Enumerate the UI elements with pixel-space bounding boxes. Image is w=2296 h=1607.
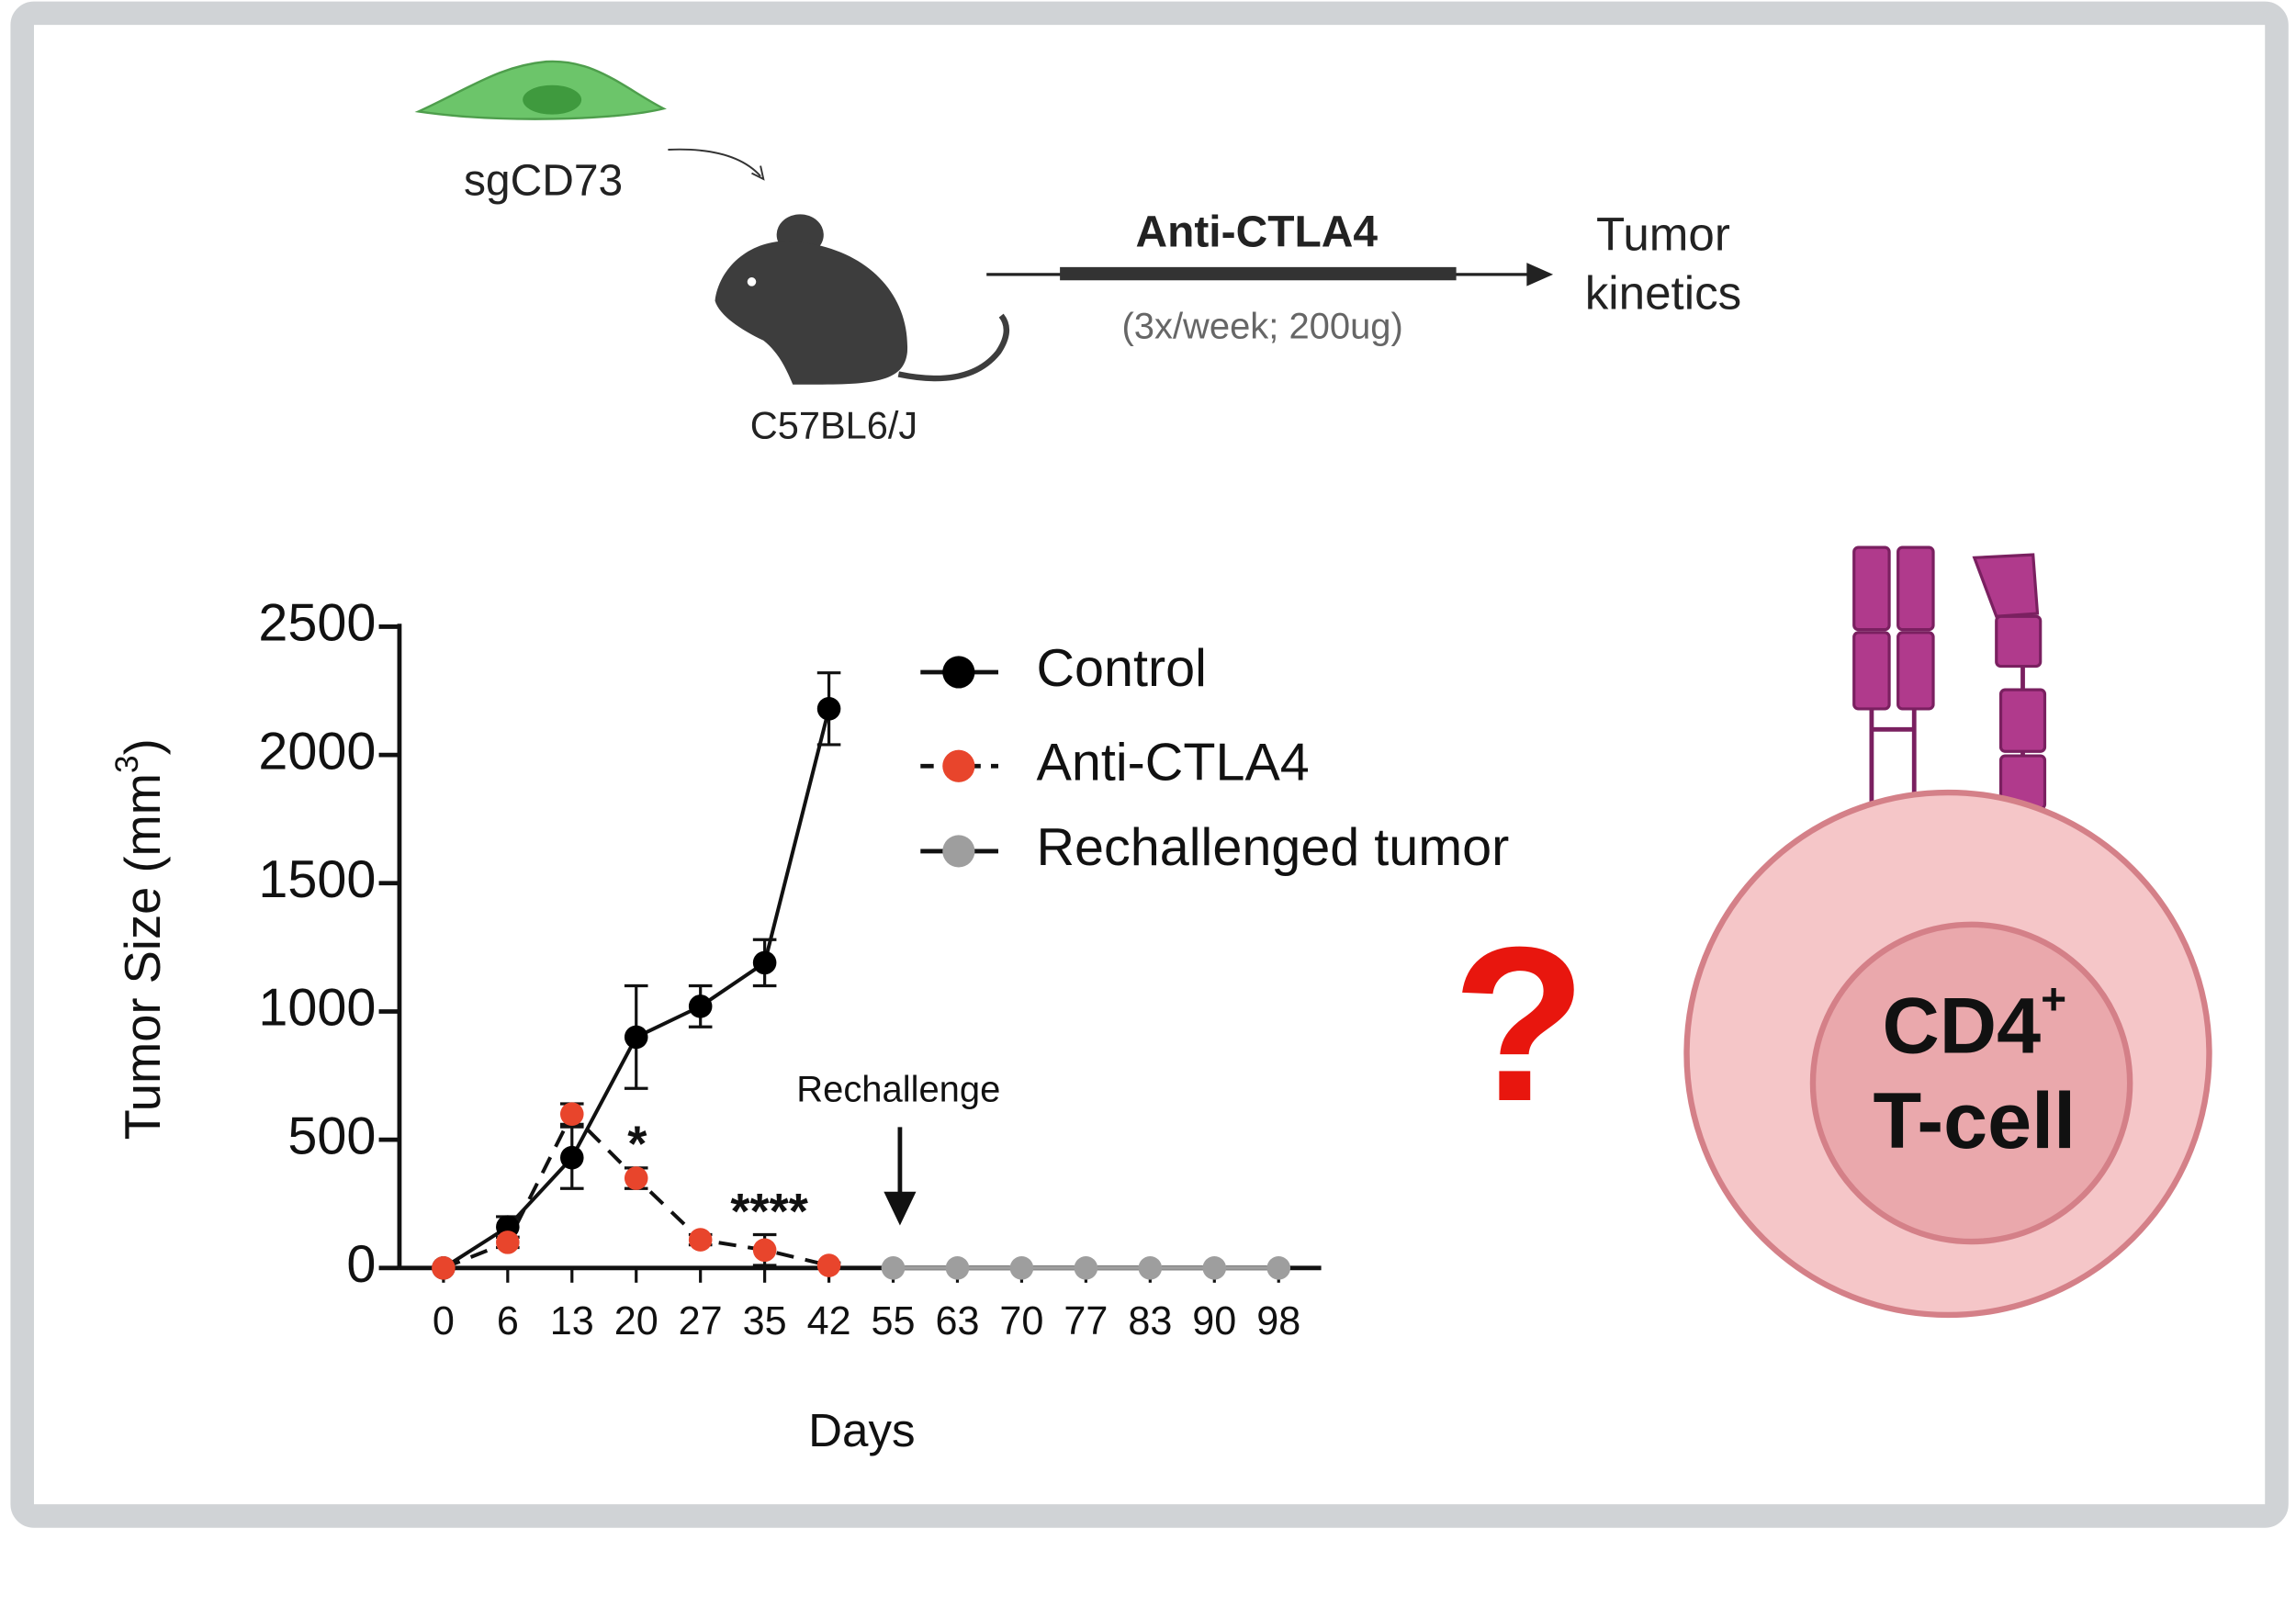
data-point: [559, 1102, 584, 1126]
data-point: [816, 697, 841, 721]
tcell-nucleus: [1809, 921, 2133, 1245]
data-point: [432, 1256, 456, 1280]
data-point: [752, 1238, 777, 1263]
receptors: [1852, 545, 2047, 863]
y-tick-label: 500: [287, 1107, 376, 1165]
x-tick-label: 83: [1128, 1299, 1172, 1343]
data-point: [688, 1228, 713, 1252]
question-mark: ?: [1452, 901, 1586, 1147]
x-tick-label: 98: [1256, 1299, 1300, 1343]
treatment-bar: [1060, 266, 1457, 281]
legend-label: Control: [1037, 639, 1207, 698]
data-point: [1074, 1256, 1098, 1280]
x-tick-label: 6: [497, 1299, 519, 1343]
x-tick-label: 13: [550, 1299, 594, 1343]
annotation: *: [627, 1116, 647, 1172]
y-tick-label: 0: [346, 1235, 376, 1294]
y-tick-label: 2000: [258, 722, 376, 781]
x-tick-label: 55: [872, 1299, 916, 1343]
nucleus: [523, 84, 582, 115]
arrow: [668, 148, 761, 177]
x-tick-label: 90: [1192, 1299, 1236, 1343]
legend-marker: [942, 656, 975, 689]
y-tick-label: 1500: [258, 850, 376, 909]
treatment-label: Anti-CTLA4: [1135, 208, 1378, 256]
x-tick-label: 0: [433, 1299, 455, 1343]
data-point: [945, 1256, 970, 1280]
annotation: ****: [730, 1184, 808, 1240]
y-tick-label: 2500: [258, 594, 376, 653]
data-point: [1202, 1256, 1227, 1280]
mouse-icon: [715, 214, 1009, 385]
tcell-label: T-cell: [1873, 1077, 2076, 1165]
legend-marker: [942, 749, 975, 782]
cell-label: sgCD73: [464, 156, 623, 205]
x-tick-label: 77: [1064, 1299, 1108, 1343]
arrowhead: [751, 165, 765, 181]
outcome-label: Tumor: [1596, 208, 1730, 260]
y-label-end: ): [115, 738, 171, 755]
dose-label: (3x/week; 200ug): [1121, 307, 1402, 347]
y-label-text: Tumor Size (mm: [115, 773, 171, 1140]
data-point: [624, 1166, 648, 1190]
y-axis-label: Tumor Size (mm3): [109, 738, 171, 1140]
x-axis-label: Days: [808, 1404, 915, 1456]
x-tick-label: 27: [679, 1299, 723, 1343]
data-point: [1009, 1256, 1034, 1280]
legend-label: Rechallenged tumor: [1037, 818, 1510, 877]
legend-label: Anti-CTLA4: [1037, 733, 1310, 792]
data-point: [752, 950, 777, 975]
legend-marker: [942, 835, 975, 868]
data-point: [688, 995, 713, 1018]
tcell-name: CD4: [1882, 982, 2041, 1070]
data-point: [1266, 1256, 1291, 1280]
data-point: [559, 1145, 584, 1170]
x-tick-label: 20: [614, 1299, 658, 1343]
arrowhead: [884, 1191, 917, 1226]
data-point: [624, 1025, 648, 1050]
x-tick-label: 42: [807, 1299, 851, 1343]
data-point: [881, 1256, 906, 1280]
data-point: [496, 1231, 520, 1254]
tcell-sup: +: [2041, 975, 2066, 1024]
annotation: Rechallenge: [796, 1070, 1000, 1110]
mouse-label: C57BL6/J: [750, 404, 917, 447]
tcell-label: CD4+: [1882, 975, 2066, 1070]
x-tick-label: 63: [935, 1299, 979, 1343]
outcome-label: kinetics: [1585, 266, 1741, 319]
x-tick-label: 70: [999, 1299, 1043, 1343]
data-point: [816, 1253, 841, 1277]
arrowhead: [1526, 263, 1554, 287]
data-point: [1138, 1256, 1163, 1280]
y-tick-label: 1000: [258, 979, 376, 1038]
y-label-sup: 3: [109, 755, 145, 773]
mouse-eye: [747, 277, 757, 287]
x-tick-label: 35: [743, 1299, 787, 1343]
